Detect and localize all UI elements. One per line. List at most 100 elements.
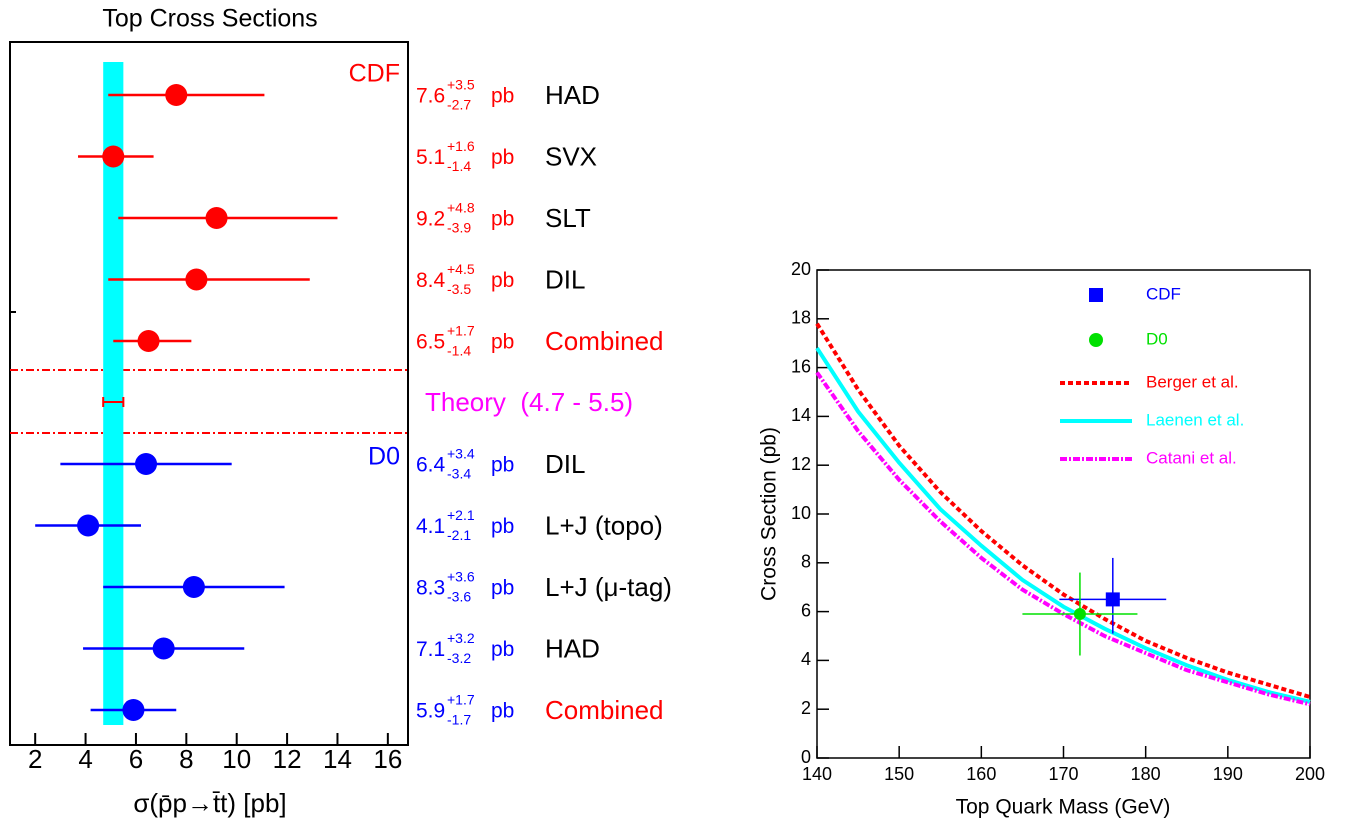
- x-axis-label: σ(p̄p→t̄t) [pb]: [133, 788, 286, 818]
- y-axis-label: Cross Section (pb): [758, 427, 781, 601]
- y-tick-label: 2: [801, 698, 811, 718]
- row-label: DIL: [545, 264, 585, 294]
- x-tick-label: 8: [179, 744, 193, 774]
- x-tick-label: 180: [1131, 764, 1161, 784]
- x-tick-label: 160: [966, 764, 996, 784]
- value-label: 6.4: [416, 454, 446, 477]
- unit-label: pb: [491, 146, 514, 169]
- value-label: 8.3: [416, 577, 445, 600]
- value-label: 8.4: [416, 269, 446, 292]
- err-plus-label: +3.5: [447, 77, 475, 93]
- y-tick-label: 14: [791, 405, 811, 425]
- y-tick-label: 10: [791, 503, 811, 523]
- value-label: 7.1: [416, 638, 445, 661]
- err-plus-label: +1.7: [447, 692, 475, 708]
- y-tick-label: 6: [801, 600, 811, 620]
- marker: [185, 268, 208, 291]
- theory-band: [103, 62, 124, 725]
- err-minus-label: -3.9: [447, 220, 471, 236]
- legend-label: Berger et al.: [1146, 372, 1239, 391]
- err-plus-label: +2.1: [447, 507, 475, 523]
- err-minus-label: -3.6: [447, 589, 471, 605]
- x-tick-label: 140: [802, 764, 832, 784]
- marker: [165, 84, 188, 106]
- group-label: CDF: [349, 60, 400, 88]
- row-label: L+J (topo): [545, 510, 663, 540]
- x-tick-label: 14: [323, 744, 352, 774]
- x-axis-label: Top Quark Mass (GeV): [956, 796, 1171, 819]
- marker: [182, 576, 205, 598]
- row-label: Combined: [545, 326, 664, 356]
- marker: [137, 330, 160, 352]
- row-label: Combined: [545, 695, 664, 725]
- err-minus-label: -1.4: [447, 158, 471, 174]
- curve: [815, 346, 1311, 704]
- unit-label: pb: [491, 85, 514, 108]
- unit-label: pb: [491, 638, 514, 661]
- row-label: SLT: [545, 203, 591, 233]
- err-plus-label: +4.8: [447, 200, 475, 216]
- y-tick-label: 8: [801, 552, 811, 572]
- marker: [135, 453, 158, 475]
- row-label: L+J (μ-tag): [545, 572, 672, 602]
- unit-label: pb: [491, 515, 514, 538]
- x-tick-label: 170: [1048, 764, 1078, 784]
- marker: [77, 514, 100, 537]
- unit-label: pb: [491, 577, 514, 600]
- curve: [815, 322, 1311, 699]
- x-tick-label: 150: [884, 764, 914, 784]
- y-tick-label: 4: [801, 649, 811, 669]
- marker: [205, 207, 228, 229]
- marker: [152, 637, 175, 660]
- marker: [1073, 608, 1086, 621]
- y-tick-label: 0: [801, 747, 811, 767]
- chart-title: Top Cross Sections: [102, 5, 317, 33]
- y-tick-label: 12: [791, 454, 811, 474]
- legend-marker: [1089, 333, 1103, 347]
- row-label: HAD: [545, 633, 600, 663]
- legend-label: CDF: [1146, 284, 1181, 303]
- row-label: SVX: [545, 141, 597, 171]
- legend-label: Catani et al.: [1146, 448, 1237, 467]
- value-label: 4.1: [416, 515, 445, 538]
- value-label: 9.2: [416, 208, 445, 231]
- err-plus-label: +3.2: [447, 630, 475, 646]
- x-tick-label: 190: [1213, 764, 1243, 784]
- group-label: D0: [368, 443, 400, 471]
- value-label: 5.1: [416, 146, 445, 169]
- unit-label: pb: [491, 331, 514, 354]
- err-minus-label: -3.5: [447, 281, 471, 297]
- y-tick-label: 18: [791, 308, 811, 328]
- y-tick-label: 16: [791, 356, 811, 376]
- err-minus-label: -1.7: [447, 712, 471, 728]
- err-plus-label: +3.6: [447, 569, 475, 585]
- marker: [1105, 592, 1120, 607]
- err-minus-label: -2.1: [447, 527, 471, 543]
- value-label: 5.9: [416, 700, 445, 723]
- x-tick-label: 16: [373, 744, 402, 774]
- err-plus-label: +1.6: [447, 138, 475, 154]
- theory-label: Theory (4.7 - 5.5): [425, 387, 633, 417]
- err-minus-label: -3.4: [447, 466, 471, 482]
- unit-label: pb: [491, 454, 514, 477]
- legend-label: Laenen et al.: [1146, 410, 1244, 429]
- legend-label: D0: [1146, 329, 1168, 348]
- x-tick-label: 12: [273, 744, 302, 774]
- x-tick-label: 2: [28, 744, 42, 774]
- err-minus-label: -3.2: [447, 650, 471, 666]
- row-label: DIL: [545, 449, 585, 479]
- err-plus-label: +3.4: [447, 446, 475, 462]
- x-tick-label: 200: [1295, 764, 1325, 784]
- x-tick-label: 6: [129, 744, 143, 774]
- marker: [102, 145, 125, 168]
- x-tick-label: 4: [78, 744, 92, 774]
- unit-label: pb: [491, 269, 514, 292]
- unit-label: pb: [491, 700, 514, 723]
- y-tick-label: 20: [791, 259, 811, 279]
- value-label: 6.5: [416, 331, 445, 354]
- err-plus-label: +4.5: [447, 261, 475, 277]
- row-label: HAD: [545, 80, 600, 110]
- x-tick-label: 10: [222, 744, 251, 774]
